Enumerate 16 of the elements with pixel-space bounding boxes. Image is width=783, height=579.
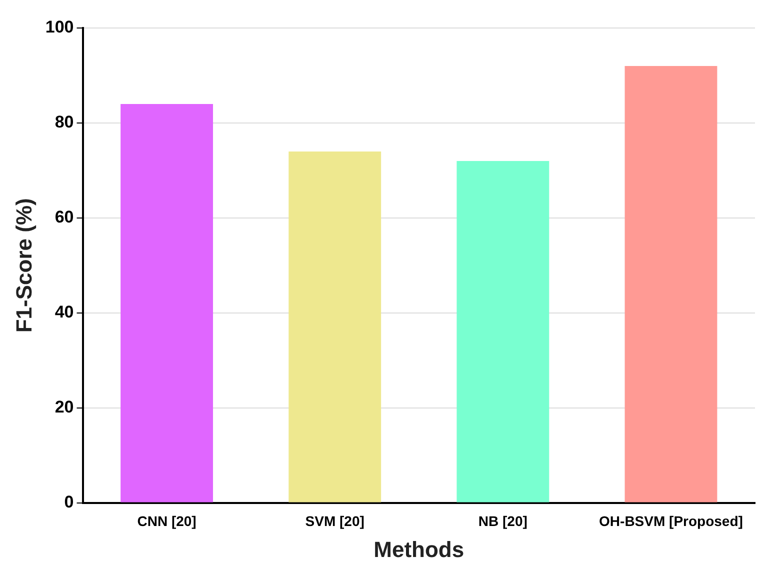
- bar: [624, 66, 718, 502]
- y-tick-label: 60: [54, 208, 74, 227]
- bar: [288, 151, 382, 502]
- bar: [456, 160, 550, 502]
- y-tick-label: 80: [54, 112, 74, 132]
- bar: [120, 104, 214, 502]
- y-tick-label: 100: [45, 18, 74, 37]
- y-tick-label: 20: [54, 398, 74, 417]
- x-tick-label: CNN [20]: [137, 513, 196, 530]
- y-axis-title: F1-Score (%): [11, 198, 36, 333]
- x-axis-title: Methods: [374, 536, 464, 562]
- x-tick-label: OH-BSVM [Proposed]: [599, 513, 743, 530]
- y-tick-label: 0: [64, 492, 74, 512]
- y-tick-label: 40: [54, 302, 74, 322]
- x-tick-label: SVM [20]: [305, 513, 364, 530]
- x-tick-label: NB [20]: [478, 513, 528, 530]
